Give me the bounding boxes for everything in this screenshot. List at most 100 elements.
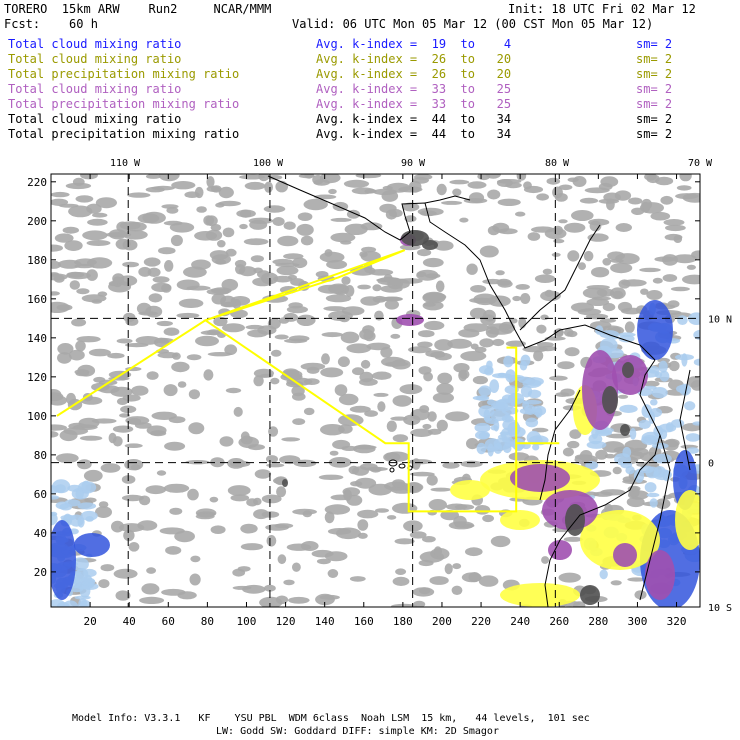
- light-blue-cloud-patch: [702, 340, 717, 348]
- cloud-patch: [577, 308, 602, 316]
- x-tick-label: 320: [667, 615, 687, 628]
- cloud-patch: [479, 245, 499, 258]
- cloud-patch: [515, 284, 530, 290]
- dark-cloud-core: [282, 479, 288, 487]
- cloud-patch: [229, 460, 251, 468]
- cloud-patch: [672, 254, 698, 264]
- cloud-patch: [361, 246, 377, 253]
- cloud-patch: [82, 230, 108, 241]
- cloud-patch: [474, 346, 487, 353]
- cloud-patch: [423, 302, 436, 307]
- cloud-patch: [95, 197, 117, 209]
- cloud-patch: [195, 335, 219, 347]
- cloud-patch: [71, 318, 87, 327]
- cloud-patch: [591, 267, 610, 278]
- cloud-patch: [267, 175, 283, 180]
- cloud-patch: [267, 318, 281, 330]
- cloud-patch: [98, 385, 120, 394]
- yellow-precip-patch: [500, 583, 580, 607]
- cloud-patch: [487, 189, 501, 200]
- cloud-patch: [422, 291, 446, 304]
- dark-cloud-core: [565, 504, 585, 536]
- cloud-patch: [148, 293, 163, 303]
- x-tick-label: 300: [628, 615, 648, 628]
- cloud-patch: [324, 511, 335, 524]
- cloud-patch: [617, 301, 633, 312]
- cloud-patch: [444, 563, 453, 575]
- cloud-patch: [552, 186, 563, 199]
- cloud-patch: [156, 320, 173, 327]
- cloud-patch: [273, 275, 293, 283]
- x-tick-label: 220: [471, 615, 491, 628]
- cloud-patch: [598, 198, 619, 204]
- light-blue-cloud-patch: [633, 468, 645, 483]
- island: [398, 463, 406, 469]
- cloud-patch: [123, 312, 136, 323]
- light-blue-cloud-patch: [490, 409, 509, 421]
- cloud-patch: [386, 420, 397, 432]
- cloud-patch: [427, 411, 437, 422]
- cloud-patch: [240, 543, 264, 551]
- light-blue-cloud-patch: [476, 395, 490, 401]
- cloud-patch: [355, 174, 382, 179]
- cloud-patch: [492, 222, 510, 233]
- cloud-patch: [429, 576, 449, 585]
- legend-smoothing: sm= 2: [636, 67, 673, 81]
- cloud-patch: [275, 180, 289, 193]
- cloud-patch: [508, 452, 530, 461]
- cloud-patch: [353, 444, 376, 454]
- cloud-patch: [482, 514, 494, 523]
- cloud-patch: [188, 389, 200, 400]
- cloud-patch: [372, 284, 382, 292]
- yellow-precip-patch: [450, 480, 490, 500]
- cloud-patch: [425, 273, 441, 279]
- cloud-patch: [474, 505, 491, 515]
- light-blue-cloud-patch: [599, 569, 608, 580]
- cloud-patch: [523, 185, 544, 194]
- cloud-patch: [190, 555, 201, 563]
- light-blue-cloud-patch: [490, 425, 499, 431]
- light-blue-cloud-patch: [643, 385, 657, 390]
- cloud-patch: [552, 225, 564, 236]
- light-blue-cloud-patch: [51, 511, 58, 517]
- cloud-patch: [230, 494, 250, 502]
- cloud-patch: [557, 361, 575, 370]
- yellow-precip-patch: [500, 510, 540, 530]
- cloud-patch: [472, 375, 488, 385]
- cloud-patch: [80, 174, 98, 180]
- cloud-patch: [51, 191, 70, 198]
- light-blue-cloud-patch: [501, 394, 515, 403]
- cloud-patch: [586, 285, 610, 290]
- cloud-patch: [146, 371, 159, 380]
- coastline: [267, 175, 656, 361]
- cloud-patch: [422, 536, 436, 543]
- light-blue-cloud-patch: [484, 367, 494, 376]
- cloud-patch: [321, 353, 330, 365]
- cloud-patch: [337, 356, 350, 368]
- light-blue-cloud-patch: [622, 446, 632, 458]
- cloud-patch: [159, 527, 185, 535]
- light-blue-cloud-patch: [585, 461, 599, 470]
- light-blue-cloud-patch: [527, 389, 542, 399]
- cloud-patch: [646, 290, 663, 300]
- coastline: [679, 369, 691, 471]
- cloud-patch: [465, 547, 483, 557]
- cloud-patch: [122, 239, 138, 251]
- cloud-patch: [496, 278, 512, 286]
- cloud-patch: [139, 596, 165, 605]
- purple-precip-patch: [645, 550, 675, 600]
- cloud-patch: [665, 224, 686, 232]
- cloud-patch: [432, 392, 454, 403]
- cloud-patch: [567, 250, 580, 262]
- light-blue-cloud-patch: [478, 385, 492, 397]
- cloud-patch: [357, 519, 369, 531]
- cloud-patch: [492, 338, 505, 347]
- cloud-patch: [210, 525, 226, 534]
- cloud-patch: [127, 192, 151, 198]
- cloud-patch: [221, 278, 239, 291]
- cloud-patch: [292, 418, 306, 425]
- cloud-patch: [222, 227, 235, 238]
- cloud-patch: [296, 223, 314, 236]
- cloud-patch: [453, 363, 470, 373]
- cloud-patch: [83, 469, 103, 482]
